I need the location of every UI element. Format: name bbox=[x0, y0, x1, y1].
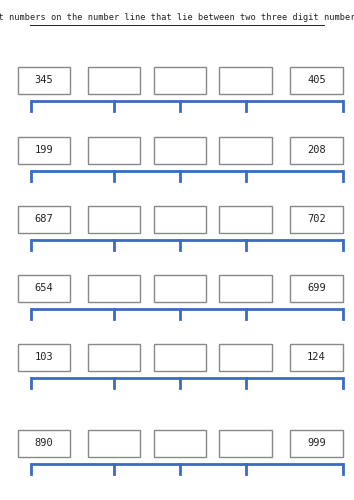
FancyBboxPatch shape bbox=[154, 344, 206, 370]
FancyBboxPatch shape bbox=[88, 344, 140, 370]
FancyBboxPatch shape bbox=[290, 344, 343, 370]
Text: 405: 405 bbox=[307, 75, 326, 85]
FancyBboxPatch shape bbox=[219, 66, 272, 94]
Text: Put numbers on the number line that lie between two three digit numbers.: Put numbers on the number line that lie … bbox=[0, 14, 354, 22]
Text: 687: 687 bbox=[35, 214, 53, 224]
FancyBboxPatch shape bbox=[219, 430, 272, 457]
FancyBboxPatch shape bbox=[290, 206, 343, 233]
FancyBboxPatch shape bbox=[219, 274, 272, 301]
FancyBboxPatch shape bbox=[88, 66, 140, 94]
Text: 890: 890 bbox=[35, 438, 53, 448]
FancyBboxPatch shape bbox=[154, 66, 206, 94]
Text: 999: 999 bbox=[307, 438, 326, 448]
Text: 103: 103 bbox=[35, 352, 53, 362]
FancyBboxPatch shape bbox=[18, 206, 70, 233]
FancyBboxPatch shape bbox=[290, 136, 343, 164]
FancyBboxPatch shape bbox=[18, 274, 70, 301]
FancyBboxPatch shape bbox=[18, 430, 70, 457]
FancyBboxPatch shape bbox=[154, 206, 206, 233]
FancyBboxPatch shape bbox=[154, 274, 206, 301]
Text: 208: 208 bbox=[307, 145, 326, 155]
FancyBboxPatch shape bbox=[18, 136, 70, 164]
Text: 699: 699 bbox=[307, 283, 326, 293]
Text: 124: 124 bbox=[307, 352, 326, 362]
Text: 654: 654 bbox=[35, 283, 53, 293]
FancyBboxPatch shape bbox=[219, 136, 272, 164]
FancyBboxPatch shape bbox=[88, 136, 140, 164]
FancyBboxPatch shape bbox=[290, 430, 343, 457]
FancyBboxPatch shape bbox=[88, 274, 140, 301]
FancyBboxPatch shape bbox=[219, 206, 272, 233]
FancyBboxPatch shape bbox=[154, 430, 206, 457]
Text: 345: 345 bbox=[35, 75, 53, 85]
FancyBboxPatch shape bbox=[88, 206, 140, 233]
Text: 199: 199 bbox=[35, 145, 53, 155]
FancyBboxPatch shape bbox=[18, 66, 70, 94]
FancyBboxPatch shape bbox=[88, 430, 140, 457]
FancyBboxPatch shape bbox=[154, 136, 206, 164]
FancyBboxPatch shape bbox=[290, 66, 343, 94]
FancyBboxPatch shape bbox=[18, 344, 70, 370]
FancyBboxPatch shape bbox=[219, 344, 272, 370]
Text: 702: 702 bbox=[307, 214, 326, 224]
FancyBboxPatch shape bbox=[290, 274, 343, 301]
